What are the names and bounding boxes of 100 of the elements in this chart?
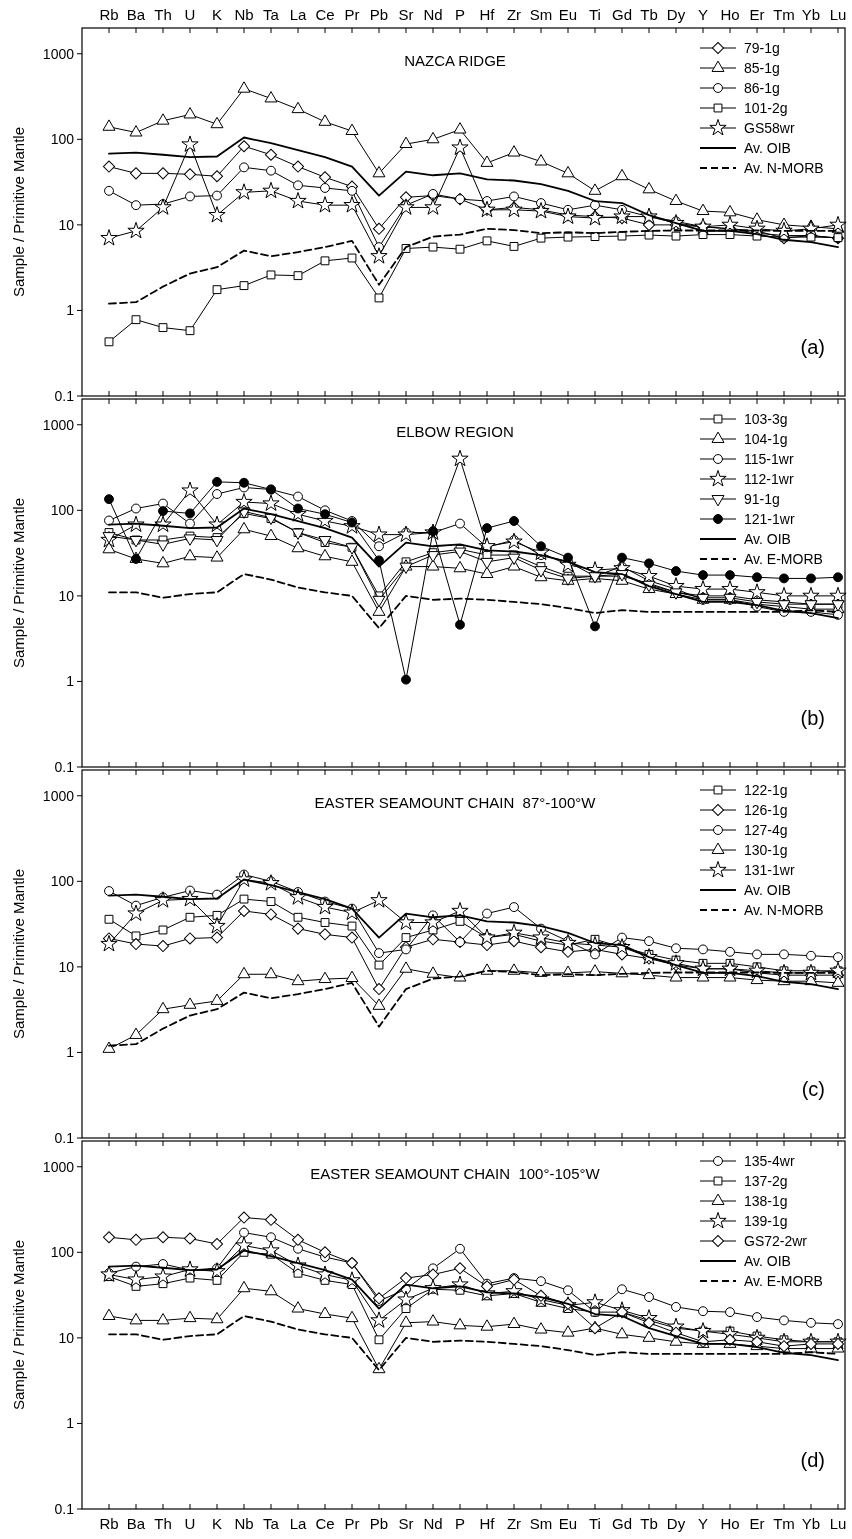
x-tick-label: Dy <box>666 1515 686 1532</box>
legend-label: 121-1wr <box>744 510 795 527</box>
x-tick-label: Nd <box>423 6 443 23</box>
legend-label: Av. N-MORB <box>744 901 824 918</box>
x-tick-label: Rb <box>99 6 119 23</box>
x-tick-label: Hf <box>479 1515 496 1532</box>
legend-label: Av. OIB <box>744 1252 791 1269</box>
y-tick-label: 1000 <box>42 787 75 804</box>
x-tick-label: U <box>184 6 196 23</box>
y-tick-label: 10 <box>58 1329 75 1346</box>
annotation: (c) <box>801 1078 825 1100</box>
x-tick-label: La <box>289 6 307 23</box>
x-tick-label: Ti <box>589 1515 601 1532</box>
x-tick-label: Nd <box>423 1515 443 1532</box>
x-tick-label: Gd <box>611 1515 633 1532</box>
y-tick-label: 100 <box>50 873 75 890</box>
legend-label: 139-1g <box>744 1212 788 1229</box>
x-tick-label: Y <box>697 1515 709 1532</box>
x-tick-label: Sr <box>398 6 414 23</box>
y-tick-label: 1000 <box>42 45 75 62</box>
x-tick-label: P <box>454 1515 466 1532</box>
x-tick-label: U <box>184 1515 196 1532</box>
x-tick-label: Sm <box>529 1515 553 1532</box>
x-tick-label: La <box>289 1515 307 1532</box>
y-axis-title: Sample / Primitive Mantle <box>10 126 27 298</box>
x-tick-label: Tm <box>773 1515 795 1532</box>
x-tick-label: Ba <box>126 6 146 23</box>
legend-label: 85-1g <box>744 59 780 76</box>
y-tick-label: 0.1 <box>54 1500 75 1517</box>
x-tick-label: Nb <box>234 6 254 23</box>
y-tick-label: 0.1 <box>54 387 75 404</box>
legend-label: 131-1wr <box>744 861 795 878</box>
y-tick-label: 1000 <box>42 1158 75 1175</box>
x-tick-label: Zr <box>506 1515 522 1532</box>
legend-label: Av. OIB <box>744 139 791 156</box>
x-tick-label: Eu <box>558 6 578 23</box>
legend-label: 91-1g <box>744 490 780 507</box>
y-tick-label: 0.1 <box>54 1129 75 1146</box>
y-axis-title: Sample / Primitive Mantle <box>10 1239 27 1411</box>
legend-label: 130-1g <box>744 841 788 858</box>
legend-label: GS72-2wr <box>744 1232 808 1249</box>
x-tick-label: Ba <box>126 1515 146 1532</box>
legend-label: 137-2g <box>744 1172 788 1189</box>
x-tick-label: Nb <box>234 1515 254 1532</box>
x-tick-label: Pr <box>344 1515 360 1532</box>
x-tick-label: Yb <box>801 6 821 23</box>
y-tick-label: 1 <box>66 673 75 690</box>
y-tick-label: 10 <box>58 587 75 604</box>
x-tick-label: Gd <box>611 6 633 23</box>
x-tick-label: Pr <box>344 6 360 23</box>
x-tick-label: Zr <box>506 6 522 23</box>
x-tick-label: Lu <box>829 1515 847 1532</box>
x-tick-label: Tb <box>640 1515 658 1532</box>
x-tick-label: Er <box>749 6 765 23</box>
y-tick-label: 1 <box>66 1044 75 1061</box>
text: NAZCA RIDGE <box>404 52 506 69</box>
legend-label: 79-1g <box>744 39 780 56</box>
y-tick-label: 100 <box>50 502 75 519</box>
legend-label: Av. E-MORB <box>744 550 823 567</box>
y-tick-label: 1 <box>66 1415 75 1432</box>
x-tick-label: Lu <box>829 6 847 23</box>
annotation: (b) <box>800 707 825 729</box>
legend-label: 101-2g <box>744 99 788 116</box>
text: ELBOW REGION <box>396 423 514 440</box>
legend-label: Av. E-MORB <box>744 1272 823 1289</box>
x-tick-label: Ta <box>263 1515 280 1532</box>
x-tick-label: Y <box>697 6 709 23</box>
x-tick-label: Th <box>154 6 172 23</box>
y-tick-label: 10 <box>58 958 75 975</box>
y-tick-label: 1000 <box>42 416 75 433</box>
y-axis-title: Sample / Primitive Mantle <box>10 497 27 669</box>
x-tick-label: Ho <box>720 1515 740 1532</box>
x-tick-label: Yb <box>801 1515 821 1532</box>
x-tick-label: Dy <box>666 6 686 23</box>
legend-label: Av. OIB <box>744 881 791 898</box>
y-tick-label: 10 <box>58 216 75 233</box>
legend-label: 127-4g <box>744 821 788 838</box>
x-tick-label: Tm <box>773 6 795 23</box>
x-tick-label: Pb <box>369 1515 389 1532</box>
x-tick-label: Hf <box>479 6 496 23</box>
y-tick-label: 100 <box>50 131 75 148</box>
x-tick-label: Sm <box>529 6 553 23</box>
y-tick-label: 1 <box>66 302 75 319</box>
text: EASTER SEAMOUNT CHAIN 87°-100°W <box>314 794 597 811</box>
x-tick-label: P <box>454 6 466 23</box>
legend-label: GS58wr <box>744 119 795 136</box>
x-tick-label: Th <box>154 1515 172 1532</box>
x-tick-label: Pb <box>369 6 389 23</box>
annotation: (d) <box>800 1449 825 1471</box>
legend-label: Av. OIB <box>744 530 791 547</box>
x-tick-label: Ta <box>263 6 280 23</box>
legend-label: 122-1g <box>744 781 788 798</box>
x-tick-label: K <box>211 6 223 23</box>
x-tick-label: Ce <box>315 1515 335 1532</box>
x-tick-label: Ti <box>589 6 601 23</box>
x-tick-label: Tb <box>640 6 658 23</box>
legend-label: 86-1g <box>744 79 780 96</box>
legend-label: 103-3g <box>744 410 788 427</box>
x-tick-label: Ce <box>315 6 335 23</box>
legend-label: Av. N-MORB <box>744 159 824 176</box>
